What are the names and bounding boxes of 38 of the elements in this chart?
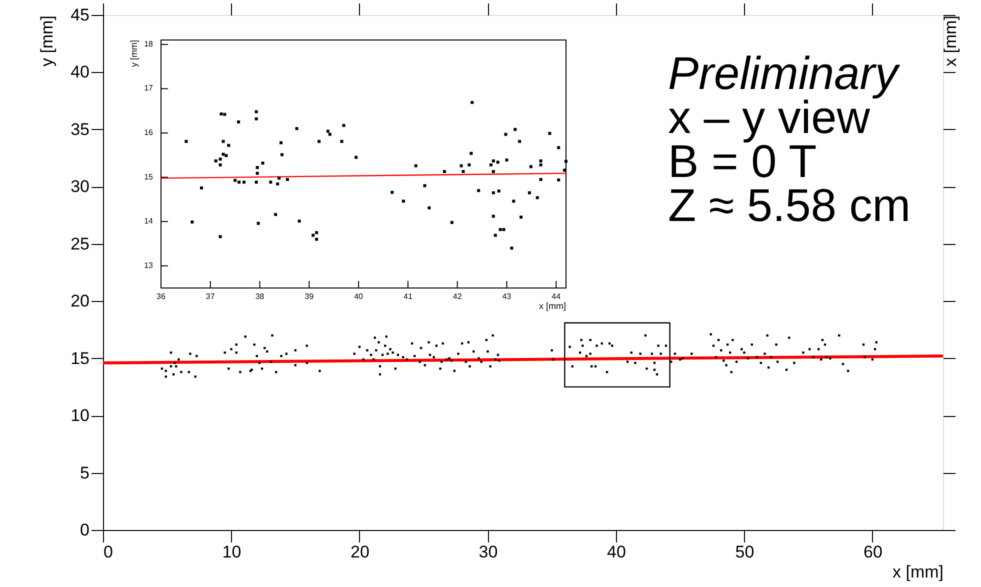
x-tick-label: 60 xyxy=(864,542,882,562)
x-tick-label: 43 xyxy=(502,292,512,301)
x-tick-label: 40 xyxy=(354,292,364,301)
x-tick-label: 30 xyxy=(478,542,498,562)
x-tick-label: 42 xyxy=(452,292,462,301)
y-tick-label: 16 xyxy=(144,128,154,137)
y2-axis-title: x [mm] xyxy=(941,16,960,66)
x-tick-label: 10 xyxy=(222,542,242,562)
x-tick-label: 40 xyxy=(607,542,626,562)
y-tick-label: 35 xyxy=(70,120,90,139)
y-tick-label: 18 xyxy=(144,39,154,48)
y-tick-label: 13 xyxy=(144,260,154,270)
x-tick-label: 39 xyxy=(304,292,314,301)
y-tick-label: 0 xyxy=(80,520,90,540)
y-tick-label: 15 xyxy=(70,348,90,368)
y-tick-label: 40 xyxy=(70,62,90,82)
y-tick-label: 17 xyxy=(144,84,154,93)
x-tick-label: 41 xyxy=(404,292,413,301)
y-tick-label: 15 xyxy=(144,172,154,182)
y-tick-label: 30 xyxy=(70,177,90,196)
x-tick-label: 36 xyxy=(156,292,166,301)
y-tick-label: 25 xyxy=(70,234,90,254)
x-tick-label: 50 xyxy=(735,542,754,562)
y-tick-label: 14 xyxy=(144,216,154,226)
y-tick-label: 10 xyxy=(70,406,90,426)
x-axis-title: x [mm] xyxy=(892,562,944,582)
x-tick-label: 38 xyxy=(255,292,265,301)
x-tick-label: 0 xyxy=(104,542,113,562)
y-axis-title: y [mm] xyxy=(38,16,57,66)
x-tick-label: 20 xyxy=(350,542,370,562)
y-tick-label: 5 xyxy=(80,463,90,482)
y-tick-label: 45 xyxy=(70,6,90,24)
annotation: Preliminary xyxy=(668,47,902,99)
x-tick-label: 44 xyxy=(552,292,562,301)
x-tick-label: 37 xyxy=(206,292,216,301)
annotation: Z ≈ 5.58 cm xyxy=(668,179,911,231)
x-axis-title: x [mm] xyxy=(539,301,566,311)
y-axis-title: y [mm] xyxy=(129,40,139,67)
